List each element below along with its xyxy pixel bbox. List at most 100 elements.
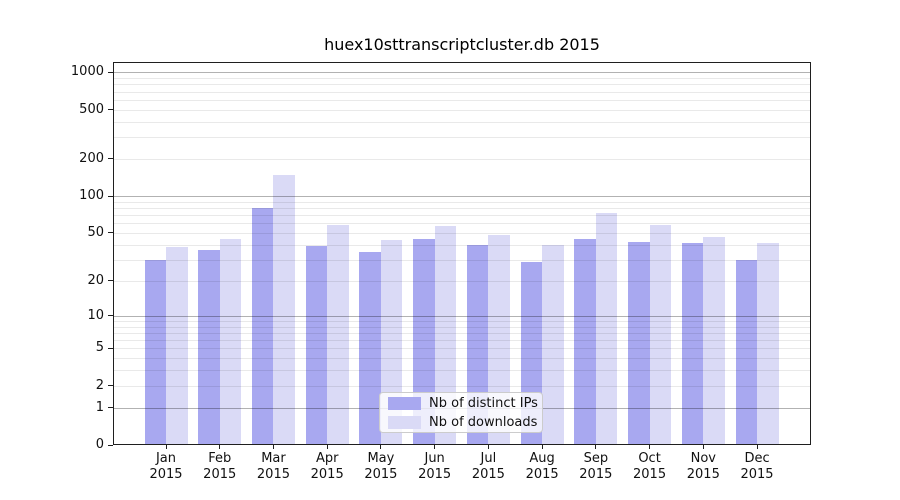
y-tick-5 xyxy=(108,347,113,349)
x-tick-month: Jun xyxy=(424,451,445,466)
x-tick-label-jun: Jun 2015 xyxy=(407,451,463,482)
bar-distinct-ips-mar xyxy=(251,208,274,445)
gridline-minor-6 xyxy=(114,340,810,342)
gridline-minor-600 xyxy=(114,99,810,101)
x-tick-year: 2015 xyxy=(740,466,774,482)
x-tick-nov xyxy=(702,445,704,449)
bar-distinct-ips-may xyxy=(359,251,381,445)
bar-distinct-ips-feb xyxy=(198,250,220,445)
bar-downloads-apr xyxy=(327,225,349,445)
x-tick-dec xyxy=(756,445,758,449)
x-tick-month: Jan xyxy=(155,451,177,466)
gridline-minor-500 xyxy=(114,109,810,111)
x-tick-month: Oct xyxy=(638,451,661,466)
gridline-minor-90 xyxy=(114,201,810,203)
x-tick-month: Feb xyxy=(208,451,232,466)
bar-distinct-ips-oct xyxy=(628,242,650,445)
y-tick-2 xyxy=(108,385,113,387)
gridline-minor-20 xyxy=(114,280,810,282)
gridline-minor-3 xyxy=(114,370,810,372)
x-tick-label-aug: Aug 2015 xyxy=(514,451,570,482)
y-tick-label-5: 5 xyxy=(95,340,104,356)
x-tick-label-dec: Dec 2015 xyxy=(729,451,785,482)
y-tick-label-200: 200 xyxy=(79,150,104,166)
gridline-minor-2 xyxy=(114,385,810,387)
bar-distinct-ips-apr xyxy=(305,246,328,445)
gridline-minor-50 xyxy=(114,232,810,234)
x-tick-year: 2015 xyxy=(149,466,183,482)
gridline-minor-70 xyxy=(114,215,810,217)
x-tick-month: Dec xyxy=(744,451,770,466)
y-tick-0 xyxy=(108,444,113,446)
x-tick-year: 2015 xyxy=(203,466,237,482)
x-tick-label-nov: Nov 2015 xyxy=(675,451,731,482)
legend-swatch-downloads xyxy=(388,415,421,429)
x-tick-label-sep: Sep 2015 xyxy=(568,451,624,482)
bar-downloads-nov xyxy=(703,237,725,445)
y-tick-200 xyxy=(108,158,113,160)
bar-distinct-ips-nov xyxy=(681,243,704,445)
y-tick-label-50: 50 xyxy=(87,224,104,240)
x-tick-aug xyxy=(541,445,543,449)
y-tick-label-1000: 1000 xyxy=(70,64,104,80)
legend: Nb of distinct IPs Nb of downloads xyxy=(379,392,543,433)
x-tick-label-may: May 2015 xyxy=(353,451,409,482)
y-tick-label-100: 100 xyxy=(79,188,104,204)
gridline-minor-80 xyxy=(114,208,810,209)
x-tick-label-feb: Feb 2015 xyxy=(192,451,248,482)
bar-downloads-aug xyxy=(542,244,564,445)
chart-title: huex10sttranscriptcluster.db 2015 xyxy=(324,35,600,54)
x-tick-jun xyxy=(434,445,436,449)
legend-item-distinct-ips: Nb of distinct IPs xyxy=(388,396,538,411)
y-tick-label-2: 2 xyxy=(95,377,104,393)
bar-distinct-ips-dec xyxy=(735,259,758,445)
x-tick-label-jan: Jan 2015 xyxy=(138,451,194,482)
x-tick-may xyxy=(380,445,382,449)
bar-downloads-jan xyxy=(166,247,188,445)
x-tick-year: 2015 xyxy=(256,466,290,482)
x-tick-year: 2015 xyxy=(633,466,667,482)
x-tick-month: Nov xyxy=(690,451,716,466)
legend-label-distinct-ips: Nb of distinct IPs xyxy=(429,395,538,411)
gridline-minor-5 xyxy=(114,348,810,350)
x-tick-year: 2015 xyxy=(418,466,452,482)
x-tick-feb xyxy=(219,445,221,449)
gridline-minor-700 xyxy=(114,91,810,93)
y-tick-20 xyxy=(108,280,113,282)
bar-downloads-sep xyxy=(595,212,618,445)
y-tick-label-0: 0 xyxy=(95,437,104,452)
gridline-minor-60 xyxy=(114,223,810,225)
x-tick-sep xyxy=(595,445,597,449)
x-tick-label-jul: Jul 2015 xyxy=(460,451,516,482)
gridline-minor-800 xyxy=(114,84,810,86)
y-tick-label-10: 10 xyxy=(87,307,104,323)
gridline-minor-8 xyxy=(114,326,810,328)
y-tick-10 xyxy=(108,315,113,317)
bar-downloads-jun xyxy=(434,226,457,445)
y-tick-1000 xyxy=(108,71,113,73)
x-tick-year: 2015 xyxy=(310,466,344,482)
gridline-minor-30 xyxy=(114,259,810,261)
x-tick-apr xyxy=(326,445,328,449)
gridline-minor-200 xyxy=(114,158,810,160)
gridline-minor-300 xyxy=(114,137,810,139)
x-tick-month: Mar xyxy=(261,451,286,466)
x-tick-oct xyxy=(649,445,651,449)
bar-distinct-ips-sep xyxy=(574,238,596,445)
y-tick-50 xyxy=(108,232,113,234)
x-tick-label-mar: Mar 2015 xyxy=(245,451,301,482)
bar-distinct-ips-jan xyxy=(144,259,166,445)
gridline-minor-900 xyxy=(114,78,810,80)
bar-downloads-feb xyxy=(219,238,242,445)
x-tick-year: 2015 xyxy=(364,466,398,482)
gridline-minor-9 xyxy=(114,320,810,322)
x-tick-month: Apr xyxy=(315,451,339,466)
bar-downloads-dec xyxy=(757,243,779,445)
y-tick-500 xyxy=(108,109,113,111)
y-tick-label-1: 1 xyxy=(95,399,104,415)
y-tick-label-500: 500 xyxy=(79,101,104,117)
x-tick-year: 2015 xyxy=(579,466,613,482)
y-tick-1 xyxy=(108,407,113,409)
gridline-minor-400 xyxy=(114,121,810,123)
